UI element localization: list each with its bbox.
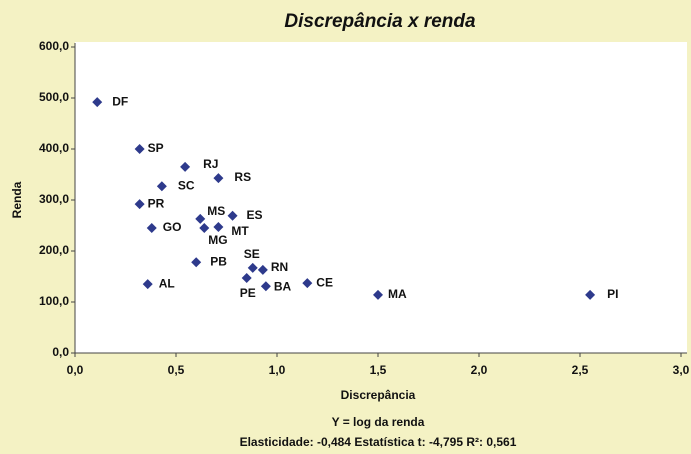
point: [585, 289, 596, 300]
y-tick-label: 200,0: [39, 243, 69, 257]
point: [373, 289, 383, 300]
point: [195, 213, 206, 224]
point: [134, 144, 145, 154]
point: [302, 278, 313, 289]
point-label: PI: [607, 287, 618, 301]
y-axis-label: Renda: [10, 181, 24, 218]
y-tick-label: 0,0: [52, 345, 69, 359]
point-label: BA: [274, 279, 292, 293]
point-label: DF: [112, 94, 128, 108]
y-tick-label: 400,0: [39, 141, 69, 155]
x-tick-label: 2,0: [471, 363, 488, 377]
plot-area: [75, 42, 687, 353]
point: [247, 262, 258, 273]
point-label: CE: [316, 275, 333, 289]
x-tick-label: 0,5: [168, 363, 185, 377]
point: [199, 223, 210, 234]
point-label: MS: [207, 204, 225, 218]
point-label: AL: [159, 276, 175, 290]
point: [213, 222, 224, 233]
point-label: SP: [148, 141, 164, 155]
point: [260, 281, 271, 292]
point-label: RJ: [203, 157, 218, 171]
y-tick-label: 100,0: [39, 294, 69, 308]
annotation: Y = log da renda: [332, 415, 425, 429]
point-label: PE: [240, 286, 256, 300]
x-axis-label: Discrepância: [341, 388, 416, 402]
point: [146, 223, 157, 234]
point: [92, 97, 103, 108]
point: [241, 273, 252, 284]
point-label: PB: [210, 254, 227, 268]
point-label: RS: [234, 170, 251, 184]
x-tick-label: 1,0: [269, 363, 286, 377]
point-label: MA: [388, 287, 407, 301]
x-tick-label: 2,5: [572, 363, 589, 377]
point: [191, 257, 202, 268]
point: [180, 161, 191, 172]
y-tick-label: 300,0: [39, 192, 69, 206]
point-label: MT: [231, 224, 249, 238]
point-label: PR: [148, 196, 165, 210]
annotation: Elasticidade: -0,484 Estatística t: -4,7…: [240, 435, 517, 449]
point-label: SC: [178, 178, 195, 192]
point-label: GO: [163, 220, 182, 234]
x-tick-label: 0,0: [67, 363, 84, 377]
point: [213, 173, 224, 184]
point: [227, 210, 238, 221]
point-label: RN: [271, 260, 288, 274]
x-tick-label: 3,0: [673, 363, 690, 377]
point: [257, 264, 268, 275]
point: [156, 181, 167, 192]
point: [134, 199, 145, 210]
x-tick-label: 1,5: [370, 363, 387, 377]
point: [142, 279, 153, 290]
y-tick-label: 600,0: [39, 39, 69, 53]
point-label: SE: [244, 247, 260, 261]
point-label: ES: [247, 208, 263, 222]
chart-title: Discrepância x renda: [284, 11, 476, 32]
point-label: MG: [208, 233, 227, 247]
y-tick-label: 500,0: [39, 90, 69, 104]
